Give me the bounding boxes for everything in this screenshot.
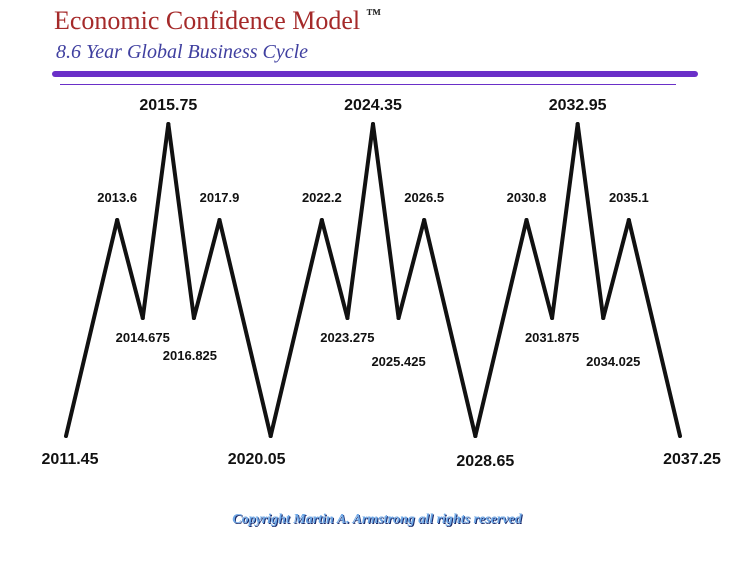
cycle-segment [575,122,606,320]
trademark-symbol: ™ [366,7,382,23]
cycle-segment [371,122,401,320]
cycle-segment [473,218,529,438]
cycle-segment [217,218,273,438]
cycle-segment [524,218,555,320]
cycle-segment [166,122,196,320]
cycle-segment [626,218,682,438]
turning-point-label-major-high: 2032.95 [549,97,607,114]
turning-point-label-major-high: 2024.35 [344,97,402,114]
cycle-segment [191,218,222,320]
turning-point-label-major-low: 2028.65 [456,453,514,470]
cycle-segment [140,122,171,320]
title-text: Economic Confidence Model [54,6,361,35]
turning-point-label-minor-low: 2025.425 [371,354,425,369]
turning-point-labels: 2011.45 2013.6 2014.675 2015.75 2016.825 2017… [42,97,721,470]
turning-point-label-minor-high: 2017.9 [200,190,240,205]
chart-subtitle: 8.6 Year Global Business Cycle [56,41,309,63]
cycle-segment [268,218,324,438]
turning-point-label-minor-low: 2016.825 [163,348,217,363]
cycle-segment [115,218,145,320]
cycle-segment [64,218,120,438]
turning-point-label-major-low: 2037.25 [663,451,721,468]
turning-point-label-minor-low: 2023.275 [320,330,374,345]
header-rule-thick [52,71,698,77]
cycle-line-layer [64,122,682,438]
cycle-segment [422,218,478,438]
cycle-segment [396,218,427,320]
copyright-notice: Copyright Martin A. Armstrong all rights… [232,512,522,527]
cycle-segment [601,218,631,320]
cycle-segment [550,122,580,320]
header-rule-thin [60,84,676,85]
turning-point-label-major-high: 2015.75 [139,97,197,114]
cycle-segment [319,218,350,320]
turning-point-label-minor-low: 2031.875 [525,330,579,345]
turning-point-label-minor-high: 2013.6 [97,190,137,205]
turning-point-label-minor-high: 2026.5 [404,190,444,205]
turning-point-label-minor-low: 2034.025 [586,354,640,369]
turning-point-label-minor-high: 2022.2 [302,190,342,205]
turning-point-label-minor-high: 2035.1 [609,190,649,205]
chart-title: Economic Confidence Model ™ [54,6,381,36]
turning-point-label-major-low: 2011.45 [42,451,99,468]
turning-point-label-minor-high: 2030.8 [507,190,547,205]
turning-point-label-minor-low: 2014.675 [116,330,170,345]
turning-point-label-major-low: 2020.05 [228,451,286,468]
cycle-segment [345,122,375,320]
